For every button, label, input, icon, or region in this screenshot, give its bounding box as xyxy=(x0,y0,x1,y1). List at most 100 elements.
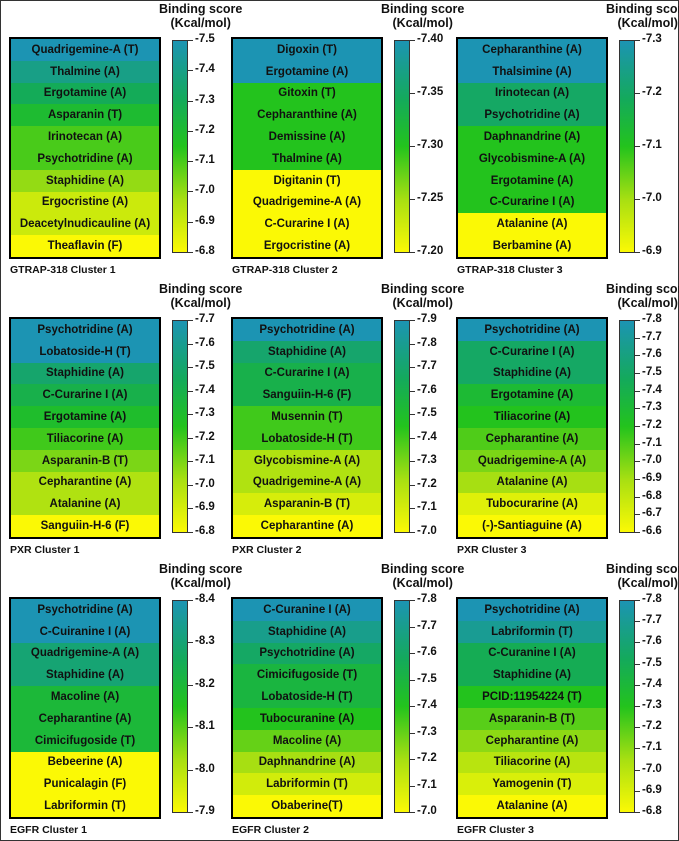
colorbar xyxy=(619,320,635,533)
heatmap-cell: Quadrigemine-A (T) xyxy=(11,39,159,61)
colorbar-tick xyxy=(188,343,193,345)
colorbar-tick-label: -7.1 xyxy=(642,741,662,754)
colorbar-tick-label: -7.4 xyxy=(417,430,437,443)
colorbar-tick xyxy=(635,663,640,665)
heatmap-cell: Tubocurarine (A) xyxy=(458,493,606,516)
colorbar-tick xyxy=(410,437,415,439)
colorbar-tick xyxy=(188,727,193,729)
colorbar-tick-label: -6.7 xyxy=(642,507,662,520)
colorbar-tick xyxy=(188,437,193,439)
colorbar-tick-label: -7.7 xyxy=(642,614,662,627)
heatmap-grid: Psychotridine (A) Staphidine (A) C-Curarin… xyxy=(231,317,383,539)
heatmap-cell: Ergotamine (A) xyxy=(458,384,606,407)
colorbar-tick-label: -7.40 xyxy=(417,33,444,45)
colorbar-tick-label: -7.0 xyxy=(642,454,662,467)
heatmap-cell: Obaberine(T) xyxy=(233,795,381,817)
colorbar-tick-label: -7.5 xyxy=(417,407,437,420)
heatmap-cell: Quadrigemine-A (A) xyxy=(233,191,381,214)
colorbar-tick-label: -7.2 xyxy=(195,123,215,136)
panel-title: GTRAP-318 Cluster 1 xyxy=(10,264,116,276)
colorbar-tick xyxy=(188,769,193,771)
colorbar xyxy=(394,40,410,253)
colorbar-tick-label: -7.9 xyxy=(417,313,437,325)
heatmap-cell: Psychotridine (A) xyxy=(233,319,381,341)
colorbar-title-line: Binding score xyxy=(381,562,465,576)
colorbar-tick-label: -7.3 xyxy=(642,699,662,711)
colorbar-tick xyxy=(410,199,415,200)
colorbar-tick xyxy=(188,191,193,193)
colorbar-tick xyxy=(188,320,193,321)
colorbar-tick-label: -7.2 xyxy=(642,86,662,98)
colorbar-tick xyxy=(635,320,640,321)
colorbar-tick-label: -7.2 xyxy=(642,419,662,431)
heatmap-cell: Ergocristine (A) xyxy=(11,191,159,214)
panel-title: GTRAP-318 Cluster 3 xyxy=(457,264,563,276)
colorbar-tick xyxy=(410,706,415,707)
colorbar-tick xyxy=(188,812,193,813)
heatmap-cell: Psychotridine (A) xyxy=(11,147,159,170)
heatmap-cell: Quadrigemine-A (A) xyxy=(458,449,606,472)
colorbar-tick-label: -7.9 xyxy=(195,805,215,817)
colorbar-tick xyxy=(188,508,193,510)
colorbar-tick-label: -7.7 xyxy=(642,330,662,343)
colorbar-tick-label: -7.8 xyxy=(417,336,437,349)
heatmap-cell: Staphidine (A) xyxy=(11,664,159,687)
colorbar-tick-label: -7.1 xyxy=(642,436,662,449)
colorbar-title: Binding score(Kcal/mol) xyxy=(159,2,242,30)
colorbar-tick xyxy=(635,199,640,200)
colorbar-tick-label: -7.4 xyxy=(417,699,437,711)
colorbar-tick xyxy=(635,426,640,427)
heatmap-cell: Ergotamine (A) xyxy=(458,169,606,192)
colorbar-tick-label: -7.6 xyxy=(195,336,215,349)
heatmap-cell: C-Curanine I (A) xyxy=(458,642,606,665)
colorbar-tick-label: -7.7 xyxy=(195,313,215,325)
colorbar-tick-label: -7.1 xyxy=(642,139,662,151)
heatmap-cell: (-)-Santiaguine (A) xyxy=(458,515,606,537)
colorbar-tick xyxy=(410,320,415,321)
colorbar-tick xyxy=(410,414,415,416)
colorbar-tick-label: -7.5 xyxy=(642,656,662,669)
colorbar-tick-label: -7.6 xyxy=(417,646,437,658)
colorbar-tick xyxy=(635,461,640,463)
colorbar-tick xyxy=(188,221,193,223)
heatmap-cell: Lobatoside-H (T) xyxy=(11,340,159,363)
colorbar-tick xyxy=(410,653,415,654)
heatmap-grid: Psychotridine (A) Labriformin (T) C-Curani… xyxy=(456,597,608,819)
colorbar-tick xyxy=(188,367,193,369)
colorbar-tick xyxy=(635,355,640,357)
colorbar-tick xyxy=(635,642,640,644)
heatmap-cell: Cepharantine (A) xyxy=(233,515,381,537)
heatmap-cell: Staphidine (A) xyxy=(11,362,159,385)
colorbar-tick-label: -6.8 xyxy=(642,489,662,502)
colorbar-tick xyxy=(410,508,415,510)
heatmap-cell: Ergotamine (A) xyxy=(233,60,381,83)
colorbar xyxy=(619,600,635,813)
heatmap-grid: Psychotridine (A) C-Cuiranine I (A) Quadri… xyxy=(9,597,161,819)
heatmap-cell: Glycobismine-A (A) xyxy=(233,449,381,472)
colorbar-title-line: (Kcal/mol) xyxy=(617,16,678,30)
colorbar-tick-label: -7.0 xyxy=(417,525,437,537)
colorbar-tick xyxy=(635,146,640,147)
colorbar-tick xyxy=(410,732,415,734)
colorbar-tick-label: -7.3 xyxy=(642,401,662,414)
heatmap-cell: Cepharantine (A) xyxy=(458,729,606,752)
colorbar-tick-label: -7.4 xyxy=(195,383,215,396)
colorbar-tick-label: -7.0 xyxy=(417,805,437,817)
heatmap-cell: Atalanine (A) xyxy=(458,213,606,236)
heatmap-cell: Deacetylnudicauline (A) xyxy=(11,213,159,236)
colorbar-tick-label: -7.7 xyxy=(417,360,437,373)
colorbar-tick xyxy=(635,812,640,813)
colorbar-tick xyxy=(410,600,415,601)
heatmap-cell: Theaflavin (F) xyxy=(11,235,159,257)
colorbar-tick-label: -7.25 xyxy=(417,192,444,204)
colorbar-tick-label: -7.0 xyxy=(642,762,662,775)
heatmap-cell: Labriformin (T) xyxy=(11,795,159,817)
colorbar-tick-label: -6.9 xyxy=(642,245,662,257)
heatmap-cell: Lobatoside-H (T) xyxy=(233,427,381,450)
colorbar-tick-label: -7.1 xyxy=(417,501,437,514)
heatmap-grid: Psychotridine (A) Lobatoside-H (T) Staphid… xyxy=(9,317,161,539)
heatmap-grid: Psychotridine (A) C-Curarine I (A) Staphid… xyxy=(456,317,608,539)
heatmap-cell: Sanguiin-H-6 (F) xyxy=(11,515,159,537)
colorbar-tick xyxy=(635,408,640,410)
panel-title: EGFR Cluster 3 xyxy=(457,824,535,836)
